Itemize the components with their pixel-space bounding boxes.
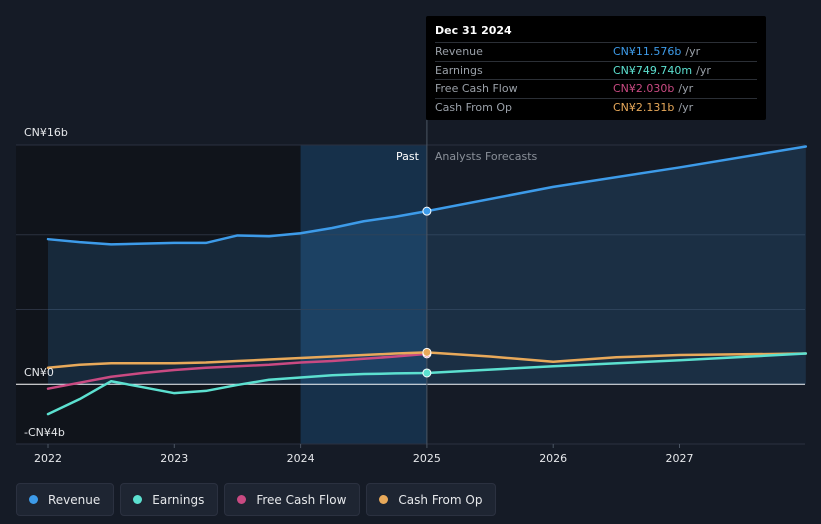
earnings-marker bbox=[422, 368, 432, 378]
tooltip-unit: /yr bbox=[696, 63, 711, 77]
tooltip-label: Free Cash Flow bbox=[435, 82, 518, 95]
y-tick-label: CN¥16b bbox=[24, 126, 68, 139]
tooltip-date: Dec 31 2024 bbox=[435, 24, 512, 37]
tooltip-value: CN¥749.740m bbox=[613, 63, 693, 77]
x-tick-label: 2023 bbox=[160, 452, 188, 465]
x-tick-label: 2024 bbox=[287, 452, 315, 465]
revenue-line bbox=[46, 145, 808, 246]
x-tick-label: 2022 bbox=[34, 452, 62, 465]
x-tick-label: 2027 bbox=[666, 452, 694, 465]
tooltip-label: Cash From Op bbox=[435, 100, 513, 114]
x-tick-label: 2025 bbox=[413, 452, 441, 465]
fcf-line bbox=[46, 352, 429, 390]
tooltip-unit: /yr bbox=[678, 82, 694, 95]
earnings-dot-icon bbox=[133, 495, 143, 504]
legend-cfo-button[interactable]: Cash From Op bbox=[366, 483, 497, 516]
tooltip-label: Earnings bbox=[435, 63, 483, 77]
tooltip-row-fcf: Free Cash Flow CN¥2.030b /yr bbox=[435, 79, 757, 98]
chart-legend: Revenue Earnings Free Cash Flow Cash Fro… bbox=[16, 483, 497, 516]
legend-label: Revenue bbox=[48, 492, 101, 507]
tooltip-row-earnings: Earnings CN¥749.740m /yr bbox=[435, 60, 757, 80]
legend-label: Cash From Op bbox=[398, 492, 483, 507]
tooltip-value: CN¥2.131b bbox=[613, 100, 675, 114]
tooltip-unit: /yr bbox=[678, 100, 694, 114]
cfo-marker bbox=[422, 347, 432, 357]
earnings-line bbox=[46, 352, 808, 416]
legend-fcf-button[interactable]: Free Cash Flow bbox=[224, 483, 361, 516]
past-region bbox=[16, 145, 301, 444]
y-tick-label: -CN¥4b bbox=[24, 426, 65, 439]
revenue-marker bbox=[422, 206, 432, 216]
legend-revenue-button[interactable]: Revenue bbox=[16, 483, 115, 516]
fcf-dot-icon bbox=[237, 495, 247, 504]
tooltip-unit: /yr bbox=[685, 45, 701, 58]
forecast-label: Analysts Forecasts bbox=[435, 150, 538, 163]
y-tick-label: CN¥0 bbox=[24, 366, 54, 379]
tooltip-row-cfo: Cash From Op CN¥2.131b /yr bbox=[435, 97, 757, 117]
tooltip-row-revenue: Revenue CN¥11.576b /yr bbox=[435, 42, 757, 61]
cfo-line bbox=[46, 351, 808, 370]
data-tooltip: Dec 31 2024 Revenue CN¥11.576b /yr Earni… bbox=[426, 16, 766, 120]
past-label: Past bbox=[396, 150, 420, 163]
legend-label: Earnings bbox=[152, 492, 205, 507]
tooltip-label: Revenue bbox=[435, 45, 483, 58]
recent-past-band bbox=[300, 145, 427, 444]
cfo-dot-icon bbox=[379, 495, 389, 504]
x-tick-label: 2026 bbox=[539, 452, 567, 465]
legend-earnings-button[interactable]: Earnings bbox=[120, 483, 219, 516]
revenue-dot-icon bbox=[29, 495, 38, 504]
tooltip-value: CN¥11.576b bbox=[613, 45, 682, 58]
tooltip-value: CN¥2.030b bbox=[613, 82, 675, 95]
legend-label: Free Cash Flow bbox=[256, 492, 347, 507]
